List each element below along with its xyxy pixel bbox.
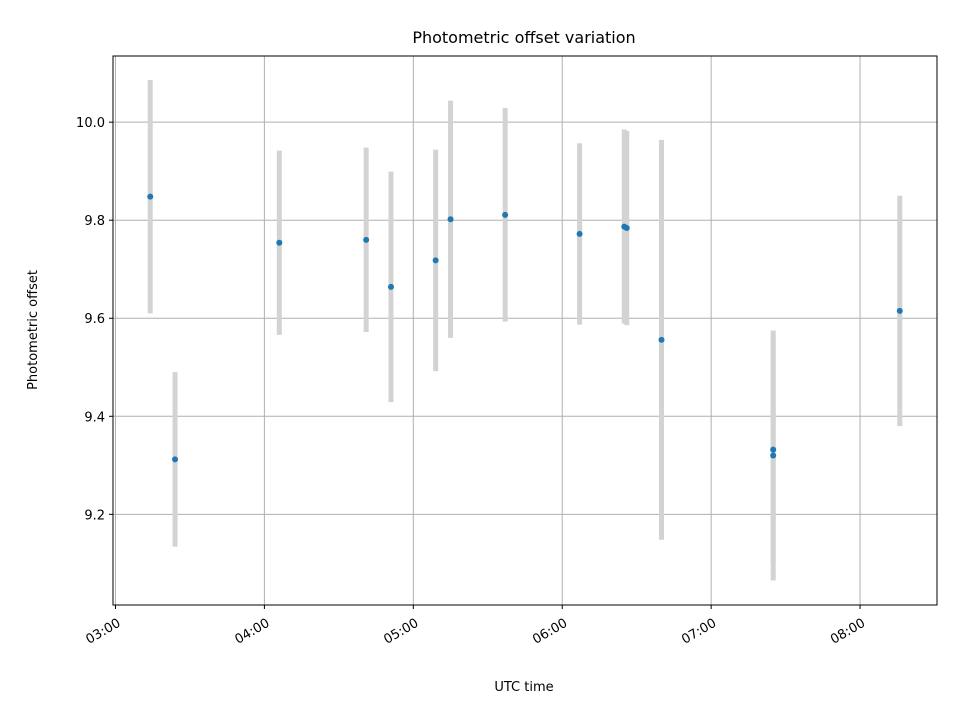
gridlines <box>113 56 937 605</box>
data-point <box>387 283 394 290</box>
x-tick-label: 05:00 <box>381 616 421 648</box>
data-point <box>896 307 903 314</box>
data-point <box>770 446 777 453</box>
chart-title: Photometric offset variation <box>412 28 635 47</box>
data-point <box>276 239 283 246</box>
x-axis-label: UTC time <box>494 680 553 695</box>
data-point <box>502 211 509 218</box>
x-tick-label: 03:00 <box>84 616 124 648</box>
x-tick-label: 06:00 <box>530 616 570 648</box>
data-point <box>432 257 439 264</box>
data-point <box>172 456 179 463</box>
data-point <box>363 236 370 243</box>
data-point <box>447 216 454 223</box>
y-tick-label: 9.2 <box>84 508 105 523</box>
data-point <box>623 225 630 232</box>
data-point <box>658 336 665 343</box>
y-axis-label: Photometric offset <box>26 270 41 390</box>
y-axis-ticks: 9.2 9.4 9.6 9.8 10.0 <box>76 116 113 523</box>
x-axis-ticks: 03:00 04:00 05:00 06:00 07:00 08:00 <box>84 605 868 648</box>
y-tick-label: 9.4 <box>84 410 105 425</box>
data-point <box>147 193 154 200</box>
y-tick-label: 9.6 <box>84 312 105 327</box>
data-point <box>770 452 777 459</box>
x-tick-label: 07:00 <box>679 616 719 648</box>
x-tick-label: 08:00 <box>828 616 868 648</box>
x-tick-label: 04:00 <box>232 616 272 648</box>
y-tick-label: 10.0 <box>76 116 105 131</box>
data-points <box>147 193 903 463</box>
data-point <box>576 230 583 237</box>
plot-area <box>113 56 937 605</box>
y-tick-label: 9.8 <box>84 214 105 229</box>
plot-frame <box>112 55 938 606</box>
